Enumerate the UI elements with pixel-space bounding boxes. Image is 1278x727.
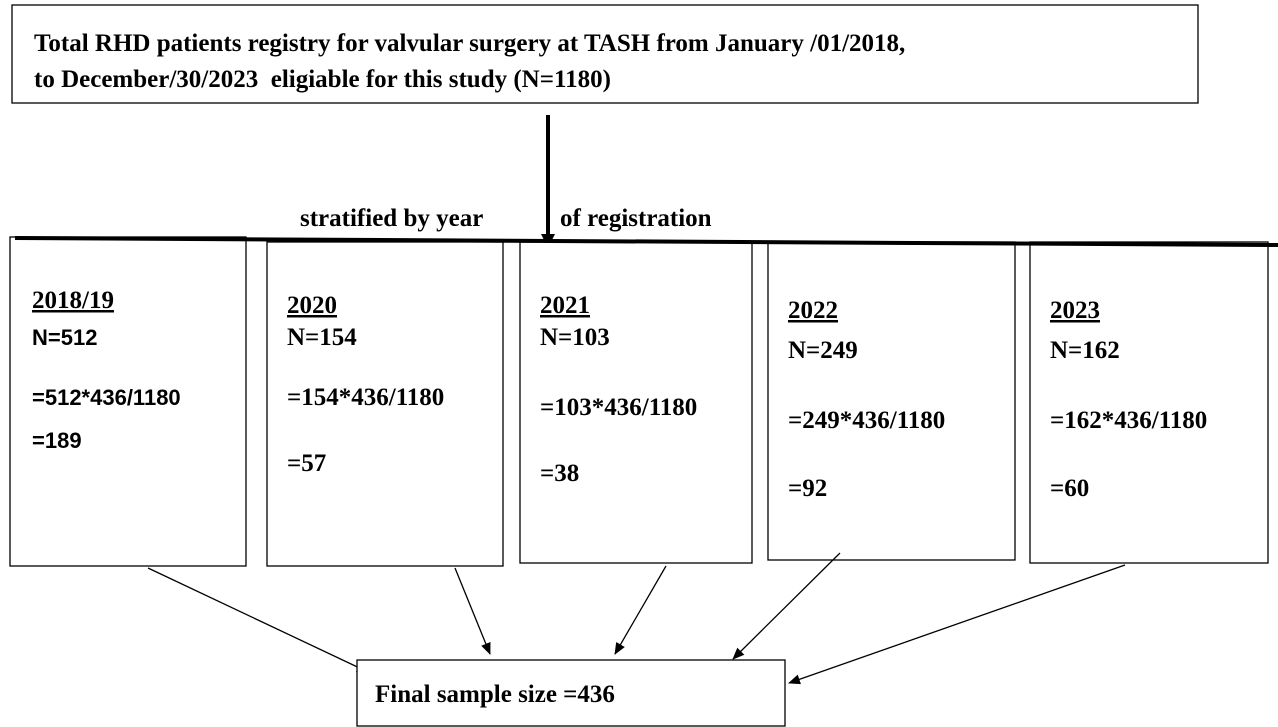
- stratum-box: [519, 241, 753, 564]
- header-line: to December/30/2023 eligiable for this s…: [34, 66, 611, 93]
- stratum-box: [767, 241, 1016, 561]
- arrow: [614, 565, 667, 655]
- stratum-formula: =512*436/1180: [32, 385, 181, 410]
- stratum-result: =189: [32, 428, 82, 453]
- stratum-result: =57: [287, 450, 326, 477]
- final-box: [356, 659, 786, 727]
- stratum-n: N=249: [788, 337, 858, 364]
- arrow: [732, 552, 841, 660]
- stratum-result: =60: [1050, 475, 1089, 502]
- arrow: [454, 567, 491, 655]
- stratum-n: N=162: [1050, 337, 1120, 364]
- stratum-year: 2022: [788, 297, 838, 324]
- stratification-label: of registration: [560, 205, 712, 232]
- stratum-n: N=154: [287, 324, 357, 351]
- stratum-formula: =249*436/1180: [788, 407, 945, 434]
- final-label: Final sample size =436: [375, 681, 615, 708]
- stratum-n: N=512: [32, 325, 97, 350]
- stratum-year: 2023: [1050, 297, 1100, 324]
- stratum-n: N=103: [540, 324, 610, 351]
- stratification-label: stratified by year: [300, 205, 483, 232]
- stratum-formula: =154*436/1180: [287, 384, 444, 411]
- stratum-year: 2021: [540, 292, 590, 319]
- stratum-year: 2018/19: [32, 287, 114, 314]
- stratum-year: 2020: [287, 292, 337, 319]
- header-box: [11, 4, 1199, 104]
- divider-line: [14, 236, 1278, 247]
- arrow: [147, 567, 369, 673]
- stratum-result: =92: [788, 475, 827, 502]
- stratum-box: [9, 236, 247, 567]
- stratum-box: [266, 241, 504, 567]
- stratum-formula: =162*436/1180: [1050, 407, 1207, 434]
- stratum-result: =38: [540, 460, 579, 487]
- stratum-formula: =103*436/1180: [540, 394, 697, 421]
- arrow: [788, 564, 1126, 685]
- header-line: Total RHD patients registry for valvular…: [34, 30, 905, 57]
- stratum-box: [1029, 241, 1269, 564]
